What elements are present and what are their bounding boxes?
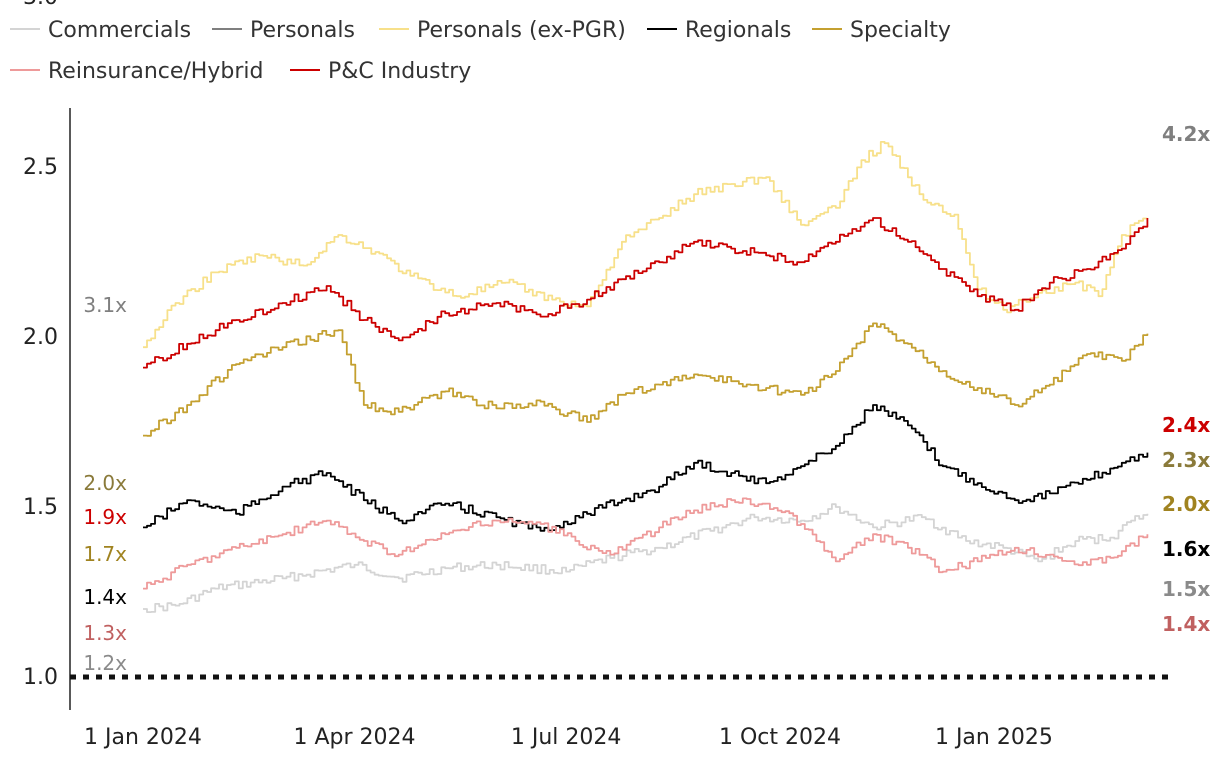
legend-label-specialty: Specialty [850, 18, 951, 43]
end-label-reinsurance-hybrid: 1.4x [1162, 612, 1210, 636]
end-label-specialty: 2.0x [1162, 492, 1210, 516]
start-label-regionals: 1.4x [83, 585, 127, 609]
legend-label-personals-ex-pgr: Personals (ex-PGR) [417, 18, 626, 43]
end-label-personals-ex-pgr: 2.3x [1162, 448, 1210, 472]
y-tick-label: 1.5 [23, 495, 58, 520]
series-layer [143, 141, 1149, 613]
series-line-regionals [143, 404, 1149, 532]
x-tick-label: 1 Jul 2024 [511, 725, 622, 750]
start-label-personals: 3.1x [83, 293, 127, 317]
legend-label-personals: Personals [250, 18, 355, 43]
y-tick-label: 2.0 [23, 325, 58, 350]
legend-item-p-c-industry: P&C Industry [290, 59, 471, 84]
legend-item-reinsurance-hybrid: Reinsurance/Hybrid [10, 59, 263, 84]
series-line-p-c-industry [143, 217, 1149, 369]
series-labels: 1.2x 1.5x 3.1x 4.2x 2.0x 2.3x 1.4x 1.6x 1.7x 2.0x… [83, 122, 1210, 675]
series-line-reinsurance-hybrid [143, 497, 1149, 590]
end-label-commercials: 1.5x [1162, 577, 1210, 601]
legend-item-specialty: Specialty [812, 18, 951, 43]
start-label-reinsurance-hybrid: 1.3x [83, 621, 127, 645]
start-label-specialty: 1.7x [83, 542, 127, 566]
end-label-p-c-industry: 2.4x [1162, 413, 1210, 437]
start-label-p-c-industry: 1.9x [83, 505, 127, 529]
x-tick-label: 1 Jan 2024 [84, 725, 202, 750]
legend: Commercials Personals Personals (ex-PGR) Re… [10, 18, 951, 84]
legend-label-regionals: Regionals [685, 18, 791, 43]
y-tick-label: 2.5 [23, 155, 58, 180]
legend-label-p-c-industry: P&C Industry [328, 59, 471, 84]
end-label-regionals: 1.6x [1162, 537, 1210, 561]
y-tick-label: 1.0 [23, 665, 58, 690]
x-tick-label: 1 Apr 2024 [294, 725, 416, 750]
legend-item-personals-ex-pgr: Personals (ex-PGR) [379, 18, 626, 43]
start-label-personals-ex-pgr: 2.0x [83, 471, 127, 495]
legend-item-personals: Personals [212, 18, 355, 43]
legend-item-commercials: Commercials [10, 18, 191, 43]
series-line-commercials [143, 503, 1149, 613]
start-label-commercials: 1.2x [83, 651, 127, 675]
y-tick-label: 3.0 [23, 0, 58, 10]
legend-label-commercials: Commercials [48, 18, 191, 43]
x-tick-label: 1 Jan 2025 [935, 725, 1053, 750]
x-tick-label: 1 Oct 2024 [719, 725, 841, 750]
series-line-specialty [143, 322, 1149, 437]
series-line-personals-ex-pgr [143, 141, 1149, 349]
end-label-personals: 4.2x [1162, 122, 1210, 146]
legend-label-reinsurance-hybrid: Reinsurance/Hybrid [48, 59, 263, 84]
legend-item-regionals: Regionals [647, 18, 791, 43]
